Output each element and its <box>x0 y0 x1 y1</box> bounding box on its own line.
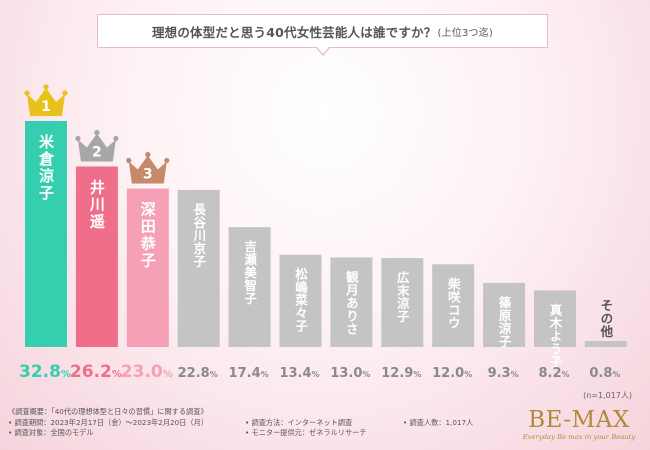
crown-jewel-top-3 <box>145 151 151 158</box>
bar-label-4: 長谷川京子 <box>191 202 206 268</box>
bar-4 <box>177 189 220 347</box>
bar-label-1: 米倉涼子 <box>37 133 55 202</box>
survey-provider: • モニター提供元：ゼネラルリサーチ <box>245 428 367 437</box>
crown-jewel-left-3 <box>126 157 132 164</box>
value-label-1: 32.8% <box>19 362 71 382</box>
value-label-11: 8.2% <box>538 366 569 381</box>
bar-12 <box>584 341 627 347</box>
value-label-2: 26.2% <box>70 362 122 382</box>
crown-jewel-left-2 <box>75 135 81 142</box>
value-number-8: 12.9 <box>381 366 413 381</box>
rank-number-3: 3 <box>143 167 153 183</box>
value-unit-2: % <box>112 369 122 380</box>
brand-tagline: Everyday Be max in your Beauty <box>522 433 636 441</box>
bar-label-2: 井川遥 <box>88 179 106 231</box>
bar-chart: 米倉涼子 32.8% 井川遥 26.2% 深田恭子 23.0% 長谷川京子 22.8% 吉瀬美智… <box>19 84 627 382</box>
bar-label-12: その他 <box>598 299 613 338</box>
value-label-5: 17.4% <box>229 366 269 381</box>
bar-label-11: 真木よう子 <box>548 303 563 369</box>
value-label-12: 0.8% <box>589 366 620 381</box>
survey-overview: 《調査概要：「40代の理想体型と日々の習慣」に関する調査》 • 調査期間：202… <box>8 407 508 447</box>
bar-label-7: 観月ありさ <box>344 269 359 335</box>
bar-10 <box>483 282 526 347</box>
crown-jewel-left-1 <box>24 90 30 96</box>
bar-6 <box>279 254 322 347</box>
value-unit-1: % <box>61 369 71 380</box>
bar-5 <box>228 227 271 347</box>
bar-3 <box>126 188 169 347</box>
value-label-9: 12.0% <box>432 366 472 381</box>
value-number-5: 17.4 <box>229 366 261 381</box>
value-label-3: 23.0% <box>121 362 173 382</box>
crown-icon-1 <box>27 88 65 116</box>
value-number-4: 22.8 <box>178 366 210 381</box>
value-number-6: 13.4 <box>279 366 311 381</box>
bar-label-10: 篠原涼子 <box>497 295 512 348</box>
crown-icon-2 <box>77 133 116 162</box>
value-label-4: 22.8% <box>178 366 218 381</box>
value-unit-4: % <box>210 370 218 379</box>
chart-title: 理想の体型だと思う40代女性芸能人は誰ですか？ (上位3つ迄) <box>97 14 548 48</box>
value-label-8: 12.9% <box>381 366 421 381</box>
value-unit-8: % <box>413 370 421 379</box>
brand-name: BE-MAX <box>528 407 630 433</box>
crown-icon-3 <box>128 155 167 184</box>
value-unit-5: % <box>261 370 269 379</box>
rank-number-1: 1 <box>41 99 51 115</box>
bar-11 <box>534 290 576 347</box>
value-unit-11: % <box>562 370 570 379</box>
bar-label-3: 深田恭子 <box>139 201 157 270</box>
value-number-2: 26.2 <box>70 362 112 382</box>
value-number-3: 23.0 <box>121 362 163 382</box>
survey-target: • 調査対象：全国のモデル <box>8 428 94 437</box>
bar-label-9: 柴咲コウ <box>446 276 461 329</box>
value-unit-12: % <box>612 370 620 379</box>
value-number-7: 13.0 <box>330 366 362 381</box>
value-number-12: 0.8 <box>589 366 612 381</box>
bar-2 <box>75 166 118 347</box>
crown-jewel-right-3 <box>164 157 170 164</box>
value-unit-3: % <box>163 369 173 380</box>
value-unit-7: % <box>362 370 370 379</box>
rank-number-2: 2 <box>92 144 102 160</box>
chart-title-text: 理想の体型だと思う40代女性芸能人は誰ですか？ <box>151 24 437 40</box>
crown-jewel-top-2 <box>94 129 100 136</box>
brand-logo: BE-MAX Everyday Be max in your Beauty <box>513 407 645 445</box>
value-number-11: 8.2 <box>538 366 561 381</box>
bar-1 <box>25 121 67 347</box>
survey-heading: 《調査概要：「40代の理想体型と日々の習慣」に関する調査》 <box>8 407 208 416</box>
title-pointer <box>316 47 330 56</box>
chart-title-suffix: (上位3つ迄) <box>437 27 494 39</box>
survey-count: • 調査人数：1,017人 <box>403 417 474 427</box>
bar-7 <box>330 257 373 347</box>
value-number-9: 12.0 <box>432 366 464 381</box>
value-number-10: 9.3 <box>488 366 511 381</box>
value-number-1: 32.8 <box>19 362 61 382</box>
survey-period: • 調査期間：2023年2月17日（金）〜2023年2月20日（月） <box>8 417 208 427</box>
crown-jewel-top-1 <box>43 84 49 90</box>
bar-8 <box>381 258 424 347</box>
value-label-7: 13.0% <box>330 366 370 381</box>
bar-label-5: 吉瀬美智子 <box>242 239 257 305</box>
bar-9 <box>432 264 475 347</box>
value-unit-9: % <box>464 370 472 379</box>
bar-label-6: 松嶋菜々子 <box>293 267 308 333</box>
value-unit-6: % <box>312 370 320 379</box>
value-label-6: 13.4% <box>279 366 319 381</box>
survey-method: • 調査方法：インターネット調査 <box>245 417 353 427</box>
sample-size-label: (n=1,017人) <box>583 391 632 400</box>
bar-label-8: 広末涼子 <box>395 270 410 323</box>
crown-jewel-right-2 <box>113 135 119 142</box>
value-unit-10: % <box>511 370 519 379</box>
crown-jewel-right-1 <box>62 90 68 96</box>
value-label-10: 9.3% <box>488 366 519 381</box>
